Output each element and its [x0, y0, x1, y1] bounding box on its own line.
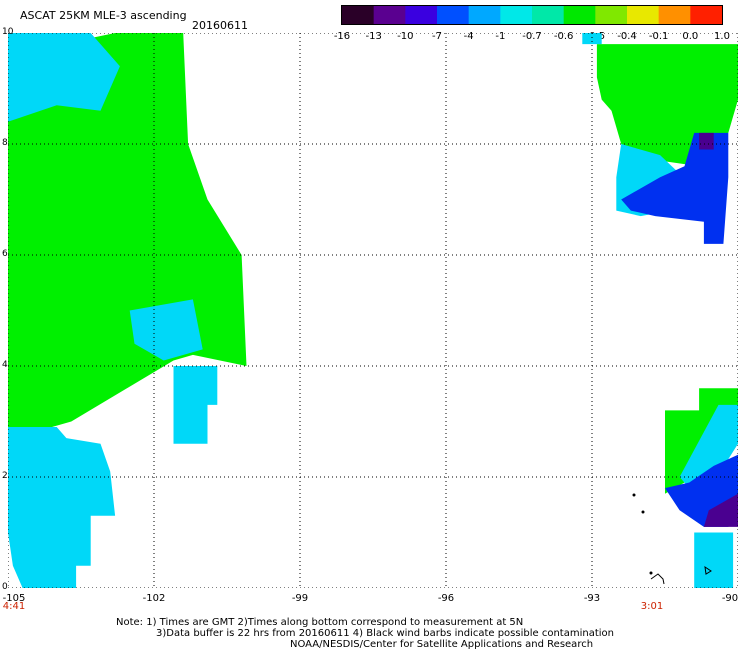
y-tick-label: 10: [2, 27, 14, 37]
colorbar-legend: -16-13-10-7-4-1-0.7-0.6-0.5-0.4-0.10.01.…: [334, 5, 730, 42]
swath-west-cyan-top: [8, 33, 120, 122]
colorbar-tick-label: -16: [333, 31, 351, 42]
swath-east-bottom-cyan: [679, 404, 738, 489]
wind-barb-dot: [641, 510, 645, 514]
swath-east-small-cyan: [694, 532, 734, 588]
y-tick-label: 4: [2, 360, 8, 370]
colorbar-cell: [342, 6, 375, 24]
colorbar-tick-label: -0.4: [617, 31, 637, 42]
colorbar-cell: [658, 6, 691, 24]
swath-west-cyan-box: [173, 366, 218, 444]
x-tick-label: -99: [291, 593, 309, 604]
time-label-right: 3:01: [640, 601, 664, 612]
wind-barb-dot: [632, 493, 636, 497]
colorbar-tick-label: -0.6: [553, 31, 574, 42]
x-tick-label: -93: [583, 593, 601, 604]
y-tick-label: 0: [2, 582, 8, 592]
colorbar-tick-label: 1.0: [714, 31, 730, 42]
colorbar-tick-label: -4: [463, 31, 474, 42]
swath-east-top-purple: [699, 132, 714, 150]
colorbar-cell: [437, 6, 470, 24]
colorbar-tick-label: -0.7: [522, 31, 542, 42]
colorbar-cell: [595, 6, 628, 24]
y-tick-label: 2: [2, 471, 8, 481]
swath-west-cyan-mid: [129, 299, 203, 361]
swath-east-top-blue: [621, 132, 729, 244]
map-date: 20160611: [192, 19, 248, 32]
colorbar-tick-label: -1: [495, 31, 506, 42]
colorbar-cell: [468, 6, 501, 24]
swath-east-bottom-purple: [703, 493, 738, 527]
y-tick-label: 6: [2, 249, 8, 259]
note-line-3: NOAA/NESDIS/Center for Satellite Applica…: [290, 639, 594, 650]
note-line-1: Note: 1) Times are GMT 2)Times along bot…: [116, 617, 524, 628]
x-tick-label: -105: [2, 593, 26, 604]
colorbar-tick-label: -7: [432, 31, 442, 42]
colorbar-gradient: [341, 5, 723, 25]
colorbar-cell: [627, 6, 660, 24]
colorbar-cell: [373, 6, 406, 24]
colorbar-tick-label: 0.0: [682, 31, 699, 42]
map-title: ASCAT 25KM MLE-3 ascending: [20, 9, 187, 22]
colorbar-tick-label: -10: [397, 31, 414, 42]
colorbar-cell: [532, 6, 565, 24]
colorbar-tick-label: -0.1: [648, 31, 669, 42]
wind-barb: [704, 565, 712, 575]
x-tick-label: -90: [721, 593, 739, 604]
x-tick-label: -102: [142, 593, 166, 604]
swath-west-cyan-bottom: [8, 427, 116, 588]
colorbar-cell: [500, 6, 533, 24]
note-line-2: 3)Data buffer is 22 hrs from 20160611 4)…: [156, 628, 614, 639]
y-tick-label: 8: [2, 138, 8, 148]
x-tick-label: -96: [437, 593, 455, 604]
swath-east-top-strip: [582, 33, 602, 45]
colorbar-cell: [563, 6, 596, 24]
time-label-left: 4:41: [2, 601, 26, 612]
colorbar-tick-label: -13: [365, 31, 382, 42]
wind-barb-dot: [649, 571, 653, 575]
wind-barb-marks: [632, 493, 712, 585]
colorbar-cell: [690, 6, 723, 24]
colorbar-cell: [405, 6, 438, 24]
wind-barb: [650, 573, 665, 585]
wind-map-plot: [8, 33, 738, 588]
